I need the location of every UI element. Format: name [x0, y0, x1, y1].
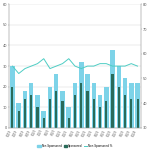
Bar	[129, 83, 134, 128]
Bar	[85, 74, 90, 128]
Bar	[79, 62, 84, 128]
Bar	[18, 111, 20, 128]
Bar	[93, 99, 95, 128]
Bar	[10, 66, 15, 128]
Bar	[43, 118, 45, 128]
Bar	[29, 83, 33, 128]
Bar	[54, 74, 58, 128]
Bar	[104, 87, 108, 128]
Bar	[73, 83, 77, 128]
Bar	[24, 99, 26, 128]
Bar	[105, 101, 107, 128]
Bar	[80, 83, 82, 128]
Bar	[123, 78, 127, 128]
Bar	[136, 99, 139, 128]
Bar	[61, 101, 63, 128]
Bar	[99, 107, 101, 128]
Bar	[42, 111, 46, 128]
Bar	[11, 87, 14, 128]
Bar	[23, 91, 27, 128]
Bar	[135, 83, 140, 128]
Bar	[74, 95, 76, 128]
Bar	[87, 91, 88, 128]
Bar	[16, 103, 21, 128]
Bar	[111, 74, 114, 128]
Bar	[130, 99, 132, 128]
Bar	[92, 83, 96, 128]
Bar	[117, 66, 121, 128]
Bar	[60, 91, 65, 128]
Bar	[110, 50, 115, 128]
Bar	[98, 95, 102, 128]
Bar	[48, 87, 52, 128]
Bar	[30, 95, 32, 128]
Bar	[66, 107, 71, 128]
Bar	[118, 87, 120, 128]
Bar	[36, 107, 39, 128]
Bar	[49, 99, 51, 128]
Bar	[68, 118, 70, 128]
Bar	[55, 91, 57, 128]
Bar	[35, 95, 40, 128]
Bar	[124, 95, 126, 128]
Legend: Non-Sponsored, Sponsored, Non-Sponsored %: Non-Sponsored, Sponsored, Non-Sponsored …	[36, 142, 114, 149]
